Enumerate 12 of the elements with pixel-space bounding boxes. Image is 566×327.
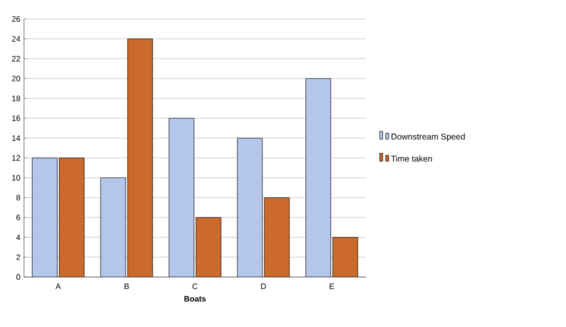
bar xyxy=(128,38,153,277)
bar xyxy=(32,158,58,277)
legend-label: Time taken xyxy=(391,155,432,162)
bar xyxy=(332,237,358,277)
legend-label: Downstream Speed xyxy=(392,133,465,142)
bar xyxy=(100,178,126,277)
bar xyxy=(59,158,84,277)
bar xyxy=(264,198,290,277)
bar xyxy=(237,138,262,277)
bar xyxy=(306,78,332,277)
bar xyxy=(196,217,221,277)
bar xyxy=(169,118,194,277)
